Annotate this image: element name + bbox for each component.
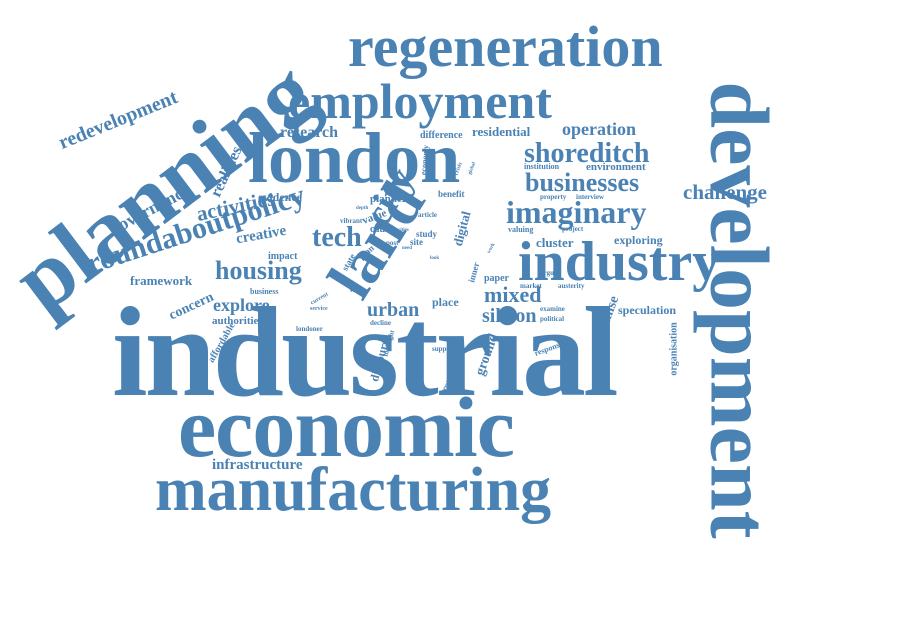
word-article: article bbox=[418, 211, 438, 219]
word-political: political bbox=[540, 315, 565, 323]
word-housing: housing bbox=[215, 256, 302, 285]
word-cities: cities bbox=[398, 228, 409, 233]
word-economic: economic bbox=[178, 379, 515, 475]
word-study: study bbox=[416, 229, 438, 239]
word-londoner: londoner bbox=[296, 325, 323, 333]
word-property: property bbox=[540, 193, 567, 201]
word-cluster: cluster bbox=[536, 235, 574, 250]
word-residential: residential bbox=[472, 124, 531, 139]
word-interview: interview bbox=[576, 193, 604, 201]
word-site: site bbox=[410, 237, 423, 247]
word-paper: paper bbox=[484, 273, 509, 284]
word-silicon: silicon bbox=[482, 305, 537, 327]
word-businesses: businesses bbox=[525, 168, 640, 197]
word-depth: depth bbox=[356, 206, 369, 211]
word-infrastructure: infrastructure bbox=[212, 457, 303, 473]
word-operation: operation bbox=[562, 119, 636, 139]
word-market: market bbox=[520, 282, 542, 290]
word-need: need bbox=[402, 246, 412, 251]
word-challenge: challenge bbox=[683, 180, 767, 204]
word-benefit: benefit bbox=[438, 189, 465, 199]
word-argue: argue bbox=[540, 269, 558, 277]
word-framework: framework bbox=[130, 273, 193, 288]
word-institution: institution bbox=[524, 162, 560, 171]
word-support: support bbox=[432, 345, 456, 353]
word-environment: environment bbox=[586, 161, 646, 173]
word-mixed: mixed bbox=[484, 282, 542, 307]
word-authorities: authorities bbox=[212, 315, 263, 327]
word-urban: urban bbox=[367, 299, 420, 321]
word-speculation: speculation bbox=[618, 303, 677, 317]
word-place: place bbox=[432, 295, 459, 309]
word-status: status bbox=[350, 288, 366, 294]
word-business: business bbox=[250, 287, 279, 296]
word-london: london bbox=[248, 118, 461, 198]
word-global: global bbox=[467, 161, 478, 176]
word-regeneration: regeneration bbox=[348, 14, 663, 79]
word-employment: employment bbox=[288, 73, 552, 129]
word-shoreditch: shoreditch bbox=[524, 138, 650, 169]
word-difference: difference bbox=[420, 130, 463, 141]
word-impact: impact bbox=[268, 251, 298, 262]
word-tech: tech bbox=[312, 222, 362, 253]
word-imaginary: imaginary bbox=[506, 194, 647, 230]
word-decline: decline bbox=[370, 319, 391, 327]
word-development: development bbox=[692, 81, 786, 539]
word-manufacturing: manufacturing bbox=[155, 456, 552, 524]
word-post: post bbox=[386, 239, 399, 247]
word-service: service bbox=[310, 306, 328, 312]
word-organisation: organisation bbox=[668, 322, 680, 376]
word-work: work bbox=[486, 242, 497, 255]
word-vibrant: vibrant bbox=[340, 217, 363, 225]
word-planner: planner bbox=[370, 193, 407, 205]
word-cause: cause bbox=[370, 224, 394, 235]
word-digital: digital bbox=[449, 209, 474, 248]
word-valuing: valuing bbox=[508, 225, 534, 234]
word-austerity: austerity bbox=[558, 282, 585, 290]
word-evidence: evidence bbox=[258, 190, 302, 204]
word-industry: industry bbox=[518, 231, 721, 293]
word-industrial: industrial bbox=[112, 281, 618, 423]
word-research: research bbox=[280, 124, 339, 141]
word-explore: explore bbox=[213, 295, 270, 315]
word-project: project bbox=[562, 225, 584, 233]
word-look: look bbox=[430, 256, 440, 261]
word-examine: examine bbox=[540, 305, 565, 313]
word-exploring: exploring bbox=[614, 233, 663, 247]
